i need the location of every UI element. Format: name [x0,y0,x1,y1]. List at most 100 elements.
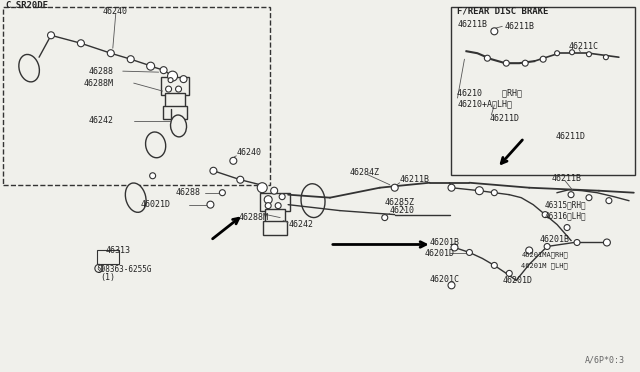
Text: 46211B: 46211B [458,20,488,29]
Circle shape [95,264,103,272]
Text: A/6P*0:3: A/6P*0:3 [585,356,625,365]
Circle shape [127,56,134,63]
Circle shape [108,50,115,57]
Ellipse shape [145,132,166,158]
Text: 46211B: 46211B [504,22,534,31]
Circle shape [606,198,612,203]
Circle shape [544,244,550,250]
Circle shape [604,239,611,246]
Text: 46288M: 46288M [238,213,268,222]
Circle shape [168,78,173,83]
Text: 46201M 〈LH〉: 46201M 〈LH〉 [521,262,568,269]
Bar [97,250,119,264]
Text: 46284Z: 46284Z [350,168,380,177]
Circle shape [264,196,272,203]
Circle shape [542,212,548,218]
Circle shape [451,244,458,251]
Bar [163,106,186,119]
Text: 46210+A〈LH〉: 46210+A〈LH〉 [458,100,513,109]
Text: 46242: 46242 [288,220,313,229]
Text: 46240: 46240 [103,7,128,16]
Ellipse shape [125,183,146,212]
Bar [161,77,189,95]
Ellipse shape [170,115,186,137]
Text: 46021D: 46021D [141,200,171,209]
Circle shape [275,203,281,209]
Bar [260,193,290,211]
Circle shape [207,201,214,208]
Circle shape [522,60,528,66]
Circle shape [570,50,575,55]
Text: 46211B: 46211B [551,174,581,183]
Text: 46201D: 46201D [502,276,532,285]
Circle shape [574,240,580,246]
Bar [451,7,635,175]
Circle shape [230,157,237,164]
Bar [265,209,285,222]
Text: 46201C: 46201C [429,275,460,284]
Text: 46288M: 46288M [84,78,114,88]
Circle shape [279,194,285,200]
Circle shape [448,184,455,191]
Circle shape [257,183,268,193]
Text: 46316〈LH〉: 46316〈LH〉 [544,211,586,220]
Bar [3,7,270,185]
Text: F/REAR DISC BRAKE: F/REAR DISC BRAKE [458,7,549,16]
Circle shape [237,176,244,183]
Circle shape [150,173,156,179]
Circle shape [175,86,182,92]
Text: 46240: 46240 [236,148,261,157]
Circle shape [484,55,490,61]
Text: 46288: 46288 [89,67,114,76]
Text: 46211D: 46211D [490,115,519,124]
Circle shape [586,195,592,201]
Text: 46201D: 46201D [424,249,454,258]
Circle shape [448,282,455,289]
Circle shape [382,215,388,221]
Text: 46313: 46313 [106,246,131,255]
Text: (1): (1) [100,273,115,282]
Circle shape [160,67,167,74]
Circle shape [492,262,497,268]
Text: 46210: 46210 [390,206,415,215]
Circle shape [540,56,546,62]
Circle shape [180,76,187,83]
Text: 46210    〈RH〉: 46210 〈RH〉 [458,89,522,97]
Circle shape [265,203,271,209]
Circle shape [271,187,278,194]
Text: 46201B: 46201B [429,238,460,247]
Circle shape [147,62,155,70]
Circle shape [506,270,512,276]
Ellipse shape [19,54,40,82]
Text: 46211C: 46211C [569,42,599,51]
Bar [263,221,287,234]
Circle shape [604,55,609,60]
Text: C.SR20DE: C.SR20DE [5,1,48,10]
Circle shape [168,71,177,81]
Circle shape [220,190,225,196]
Text: 46315〈RH〉: 46315〈RH〉 [544,200,586,209]
Circle shape [525,247,532,254]
Text: 46285Z: 46285Z [385,198,415,207]
Circle shape [491,28,498,35]
Circle shape [568,192,574,198]
Text: 46242: 46242 [89,116,114,125]
Circle shape [210,167,217,174]
Text: 46288: 46288 [175,188,200,197]
Text: 46201MA〈RH〉: 46201MA〈RH〉 [521,251,568,258]
Circle shape [476,187,483,195]
Circle shape [467,250,472,256]
Circle shape [492,190,497,196]
Circle shape [503,60,509,66]
Text: 46201B: 46201B [539,235,569,244]
Bar [164,93,184,108]
Ellipse shape [301,184,325,218]
Circle shape [47,32,54,39]
Text: 46211B: 46211B [400,175,429,184]
Circle shape [564,225,570,231]
Circle shape [166,86,172,92]
Circle shape [391,184,398,191]
Text: §08363-6255G: §08363-6255G [96,264,151,273]
Circle shape [586,52,591,57]
Text: 46211D: 46211D [555,132,585,141]
